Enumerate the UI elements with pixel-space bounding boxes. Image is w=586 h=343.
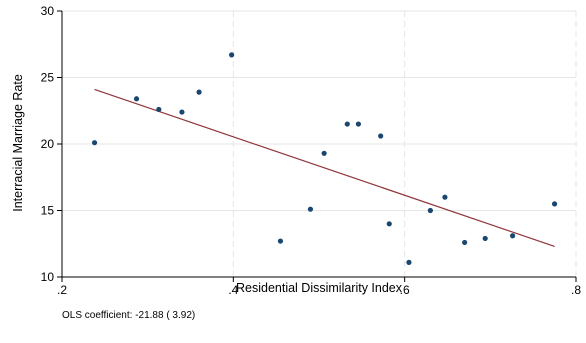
data-point bbox=[229, 52, 235, 58]
data-point bbox=[386, 221, 392, 227]
data-point bbox=[378, 133, 384, 139]
data-point bbox=[91, 140, 98, 146]
data-point bbox=[551, 201, 558, 207]
data-point bbox=[196, 89, 202, 95]
data-point bbox=[179, 109, 185, 115]
x-tick-label: .4 bbox=[228, 283, 238, 297]
data-points bbox=[91, 52, 558, 265]
ols-annotation: OLS coefficient: -21.88 ( 3.92) bbox=[62, 310, 195, 321]
x-tick-label: .2 bbox=[57, 283, 67, 297]
y-tick-label: 20 bbox=[41, 137, 55, 151]
y-tick-label: 15 bbox=[41, 204, 55, 218]
data-point bbox=[355, 121, 362, 127]
data-point bbox=[462, 239, 468, 246]
data-point bbox=[277, 238, 284, 244]
x-axis-title: Residential Dissimilarity Index bbox=[236, 281, 403, 295]
y-tick-label: 10 bbox=[41, 270, 55, 284]
data-point bbox=[406, 259, 412, 265]
data-point bbox=[133, 96, 140, 102]
x-tick-label: .8 bbox=[571, 283, 581, 297]
y-tick-label: 25 bbox=[41, 71, 55, 85]
data-point bbox=[482, 235, 488, 242]
data-point bbox=[427, 207, 433, 214]
fit-line-layer bbox=[94, 88, 555, 247]
data-point bbox=[321, 150, 327, 156]
x-tick-label: .6 bbox=[400, 283, 410, 297]
axes bbox=[57, 10, 577, 282]
y-axis-title: Interracial Marriage Rate bbox=[11, 74, 25, 212]
data-point bbox=[442, 194, 448, 200]
y-tick-label: 30 bbox=[41, 4, 55, 18]
data-point bbox=[307, 206, 314, 212]
ols-fit-line bbox=[94, 88, 555, 247]
data-point bbox=[156, 106, 162, 113]
data-point bbox=[510, 233, 516, 239]
tick-labels: .2 .4 .6 .8 10 15 20 25 30 bbox=[41, 4, 582, 297]
data-point bbox=[344, 121, 350, 127]
